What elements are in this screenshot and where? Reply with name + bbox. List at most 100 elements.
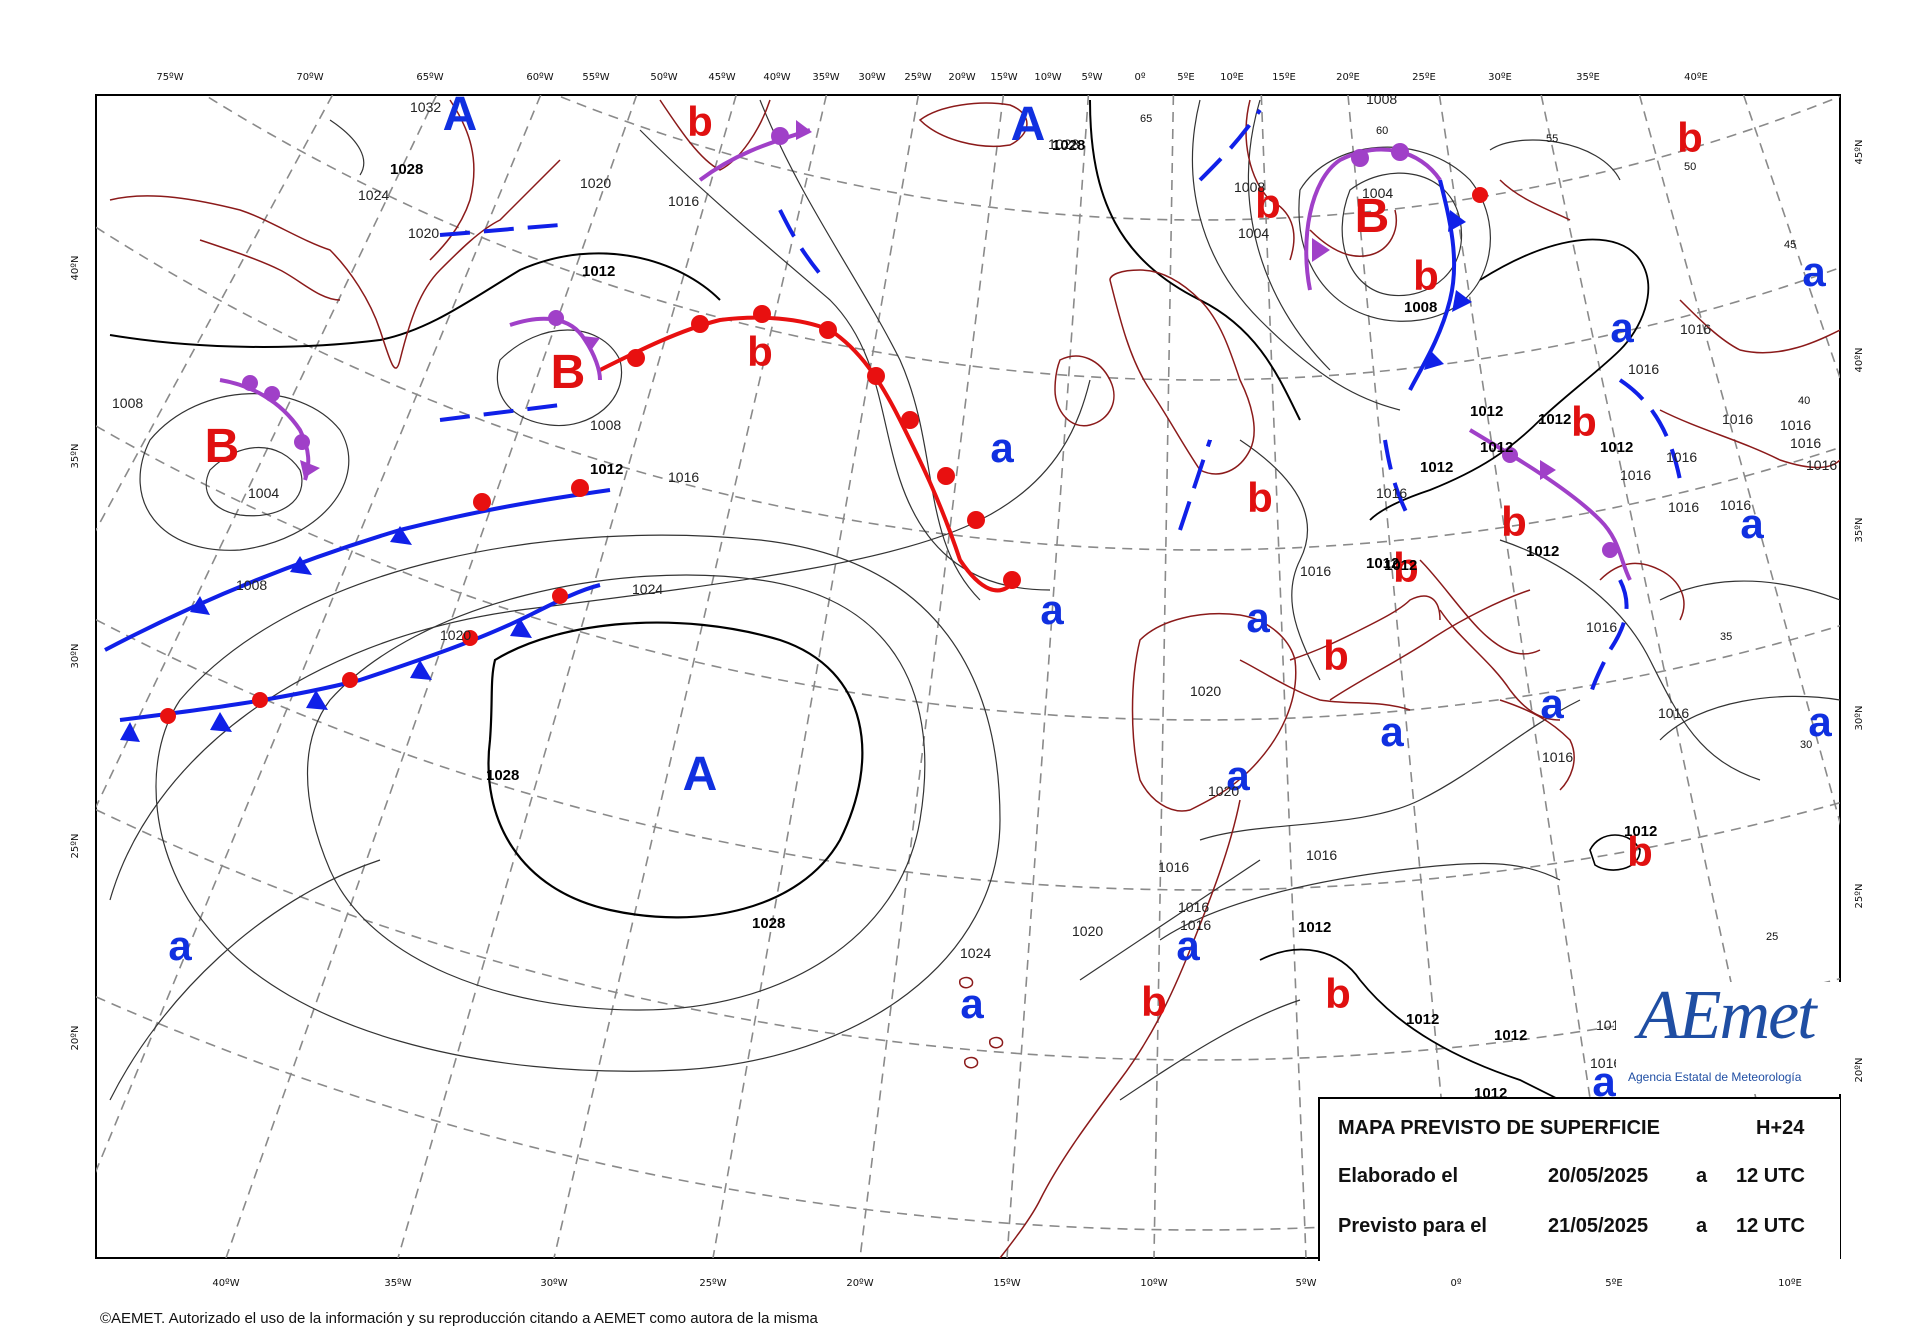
top-lon-label: 10ºE [1220,72,1244,83]
isobar-value: 1028 [752,915,785,932]
high-pressure-label: A [1011,98,1046,151]
top-lon-label: 30ºE [1488,72,1512,83]
low-pressure-label: b [1677,114,1703,161]
isobar-value: 1016 [1178,899,1209,915]
high-pressure-label: A [683,748,718,801]
right-lat-label: 45ºN [1854,140,1865,165]
isobar-value: 1020 [408,225,439,241]
meridian-line [1347,95,1457,1258]
isobar-value: 1020 [580,175,611,191]
high-pressure-label: a [960,980,984,1027]
high-pressure-label: a [1226,752,1250,799]
bottom-lon-label: 25ºW [699,1278,726,1289]
low-pressure-label: b [1501,498,1527,545]
bottom-lon-label: 20ºW [846,1278,873,1289]
top-lon-label: 60ºW [526,72,553,83]
top-lon-label: 0º [1134,72,1145,83]
grid-value: 50 [1684,161,1696,173]
high-pressure-label: a [1040,586,1064,633]
bottom-lon-label: 5ºE [1605,1278,1622,1289]
map-frame [95,94,1841,1259]
isobar-value: 1016 [1300,563,1331,579]
high-pressure-label: a [1740,500,1764,547]
isobar-value: 1012 [1538,411,1571,428]
high-pressure-label: A [443,88,478,141]
isobar-value: 1004 [1238,225,1269,241]
low-pressure-label: b [747,328,773,375]
isobar-value: 1028 [1048,136,1079,152]
top-lon-label: 25ºW [904,72,931,83]
bottom-longitude-labels: 40ºW 35ºW 30ºW 25ºW 20ºW 15ºW 10ºW 5ºW 0º 5ºE 10ºE [212,1278,1802,1289]
isobar-value: 1016 [1668,499,1699,515]
isobar-value: 1020 [1190,683,1221,699]
meridian-line [1006,95,1090,1258]
isobar-value: 1016 [1780,417,1811,433]
top-lon-label: 40ºW [763,72,790,83]
low-pressure-label: b [1627,828,1653,875]
meridian-line [1260,95,1307,1258]
trough-newfoundland [439,223,561,237]
grid-value: 55 [1546,133,1558,145]
parallel-line [96,226,1840,551]
isobar-value: 1012 [1406,1011,1439,1028]
meridian-line [553,95,828,1258]
cold-front-scandinavia [1408,179,1457,391]
top-lon-label: 50ºW [650,72,677,83]
isobar-value: 1008 [590,417,621,433]
low-pressure-label: b [1413,252,1439,299]
trough-greece [1588,579,1629,701]
isobar-value: 1024 [632,581,663,597]
isobar-value: 1016 [1158,859,1189,875]
bottom-lon-label: 5ºW [1296,1278,1317,1289]
grid-value: 25 [1766,931,1778,943]
isobar-value: 1032 [410,99,441,115]
isobar-value: 1008 [1234,179,1265,195]
low-pressure-label: b [687,98,713,145]
isobar-value: 1016 [1806,457,1837,473]
trough-midatlantic [778,209,827,282]
isobar-value: 1016 [1620,467,1651,483]
isobar-value: 1012 [1420,459,1453,476]
top-lon-label: 25ºE [1412,72,1436,83]
isobar-value: 1012 [1470,403,1503,420]
isobar-value: 1012 [1526,543,1559,560]
low-pressure-label: b [1393,544,1419,591]
grid-value: 30 [1800,739,1812,751]
low-pressure-label: b [1325,970,1351,1017]
top-lon-label: 20ºE [1336,72,1360,83]
isobar-value: 1016 [1590,1055,1621,1071]
meridian-line [225,95,638,1258]
low-pressure-label: B [205,420,240,473]
parallel-line [96,618,1840,891]
meridian-line [1742,95,1840,381]
isobar-value: 1016 [1376,485,1407,501]
grid-value: 35 [1720,631,1732,643]
top-lon-label: 5ºW [1082,72,1103,83]
isobar-value: 1016 [1586,619,1617,635]
isobar-value: 1016 [1542,749,1573,765]
top-lon-label: 65ºW [416,72,443,83]
isobar-labels: 1032 1028 1024 1020 1020 1016 1012 1008 1004 1008… [112,95,1837,1102]
top-lon-label: 55ºW [582,72,609,83]
coastline [109,99,1840,1258]
elaborated-label: Elaborado el [1338,1165,1459,1187]
high-pressure-label: a [1610,304,1634,351]
high-pressure-label: a [1540,680,1564,727]
isobar-value: 1012 [1384,557,1417,574]
left-lat-label: 30ºN [70,644,81,669]
isobar-value: 1016 [1306,847,1337,863]
top-lon-label: 15ºE [1272,72,1296,83]
trough-balkans [1618,378,1682,481]
bottom-lon-label: 30ºW [540,1278,567,1289]
grid-labels: 65 60 55 50 45 40 35 30 25 [1140,113,1812,943]
isobar-value: 1008 [236,577,267,593]
isobar-value: 1020 [1208,783,1239,799]
isobar-value: 1016 [1628,361,1659,377]
logo-wordmark: AEmet [1638,977,1817,1054]
logo-subtitle: Agencia Estatal de Meteorología [1628,1070,1802,1084]
front-symbols [120,120,1618,742]
right-lat-label: 40ºN [1854,348,1865,373]
isobar-value: 1024 [960,945,991,961]
isobar-value: 1016 [1180,917,1211,933]
